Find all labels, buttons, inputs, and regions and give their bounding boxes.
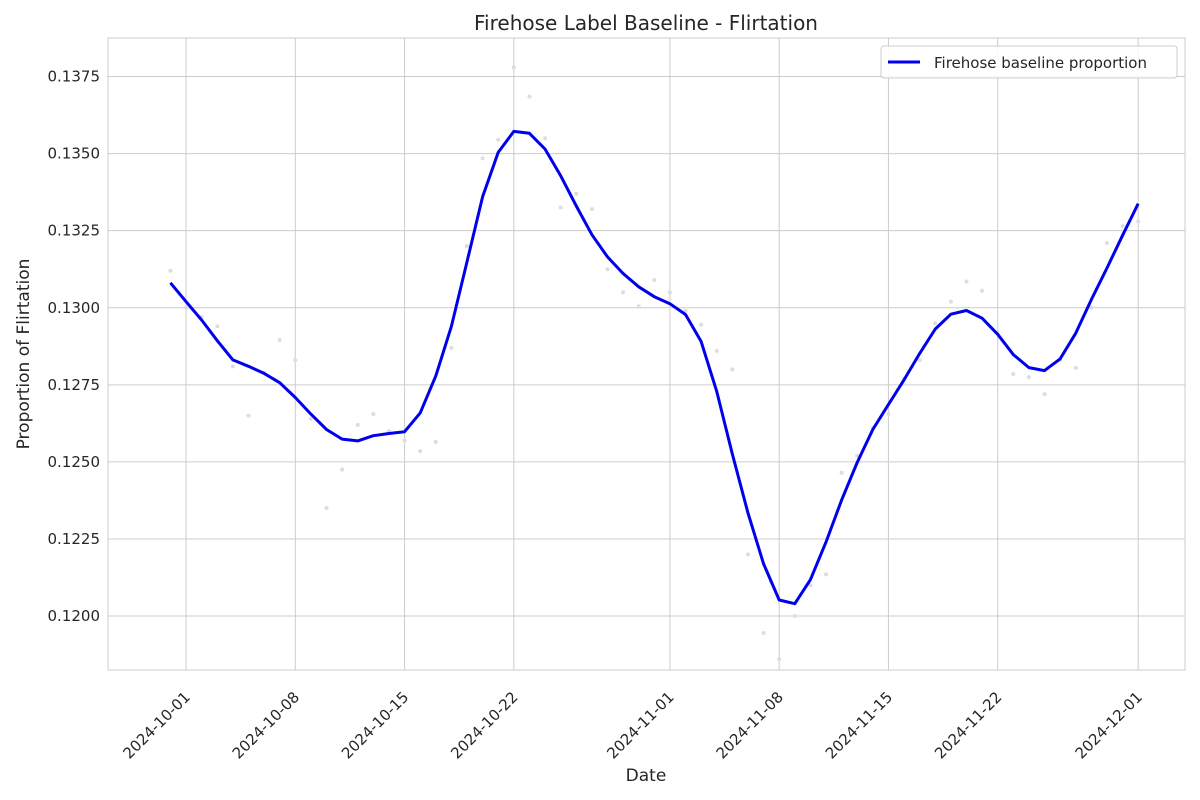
y-tick-label: 0.1350 xyxy=(48,145,101,163)
scatter-point xyxy=(839,470,844,475)
plot-frame xyxy=(107,37,1186,671)
legend: Firehose baseline proportion xyxy=(880,45,1178,79)
scatter-point xyxy=(1026,375,1031,380)
scatter-point xyxy=(418,449,423,454)
series-line-baseline xyxy=(169,129,1140,606)
scatter-point xyxy=(293,358,298,363)
scatter-point xyxy=(636,304,641,309)
scatter-point xyxy=(808,583,813,588)
scatter-point xyxy=(699,322,704,327)
scatter-point xyxy=(168,268,173,273)
y-tick-label: 0.1375 xyxy=(48,68,101,86)
scatter-point xyxy=(433,439,438,444)
scatter-point xyxy=(589,207,594,212)
legend-box xyxy=(880,45,1178,79)
legend-label-baseline: Firehose baseline proportion xyxy=(934,54,1147,72)
scatter-point xyxy=(761,631,766,636)
scatter-point xyxy=(465,244,469,249)
scatter-point xyxy=(667,290,672,295)
scatter-point xyxy=(496,137,501,142)
scatter-point xyxy=(558,205,563,210)
y-tick-labels: 0.1200 0.1225 0.1250 0.1275 0.1300 0.1325 0.13… xyxy=(48,68,101,626)
scatter-point xyxy=(449,345,454,350)
y-tick-label: 0.1200 xyxy=(48,607,101,625)
scatter-point xyxy=(511,65,516,70)
scatter-point xyxy=(246,413,251,418)
scatter-point xyxy=(1120,224,1125,229)
scatter-point xyxy=(683,308,688,313)
scatter-point xyxy=(1089,305,1094,310)
scatter-point xyxy=(1042,392,1047,397)
scatter-point xyxy=(621,290,626,295)
scatter-point xyxy=(1011,372,1016,377)
scatter-point xyxy=(543,136,548,141)
x-axis-label: Date xyxy=(626,766,667,786)
scatter-point xyxy=(933,321,938,326)
scatter-point xyxy=(792,614,797,619)
scatter-point xyxy=(184,305,189,310)
scatter-point xyxy=(855,453,860,458)
scatter-point xyxy=(730,367,735,372)
scatter-point xyxy=(948,299,953,304)
scatter-point xyxy=(964,279,969,284)
y-tick-label: 0.1325 xyxy=(48,222,101,240)
y-tick-label: 0.1225 xyxy=(48,530,101,548)
scatter-point xyxy=(1104,241,1109,246)
scatter-point xyxy=(355,422,360,427)
scatter-point xyxy=(1073,365,1078,370)
y-tick-label: 0.1300 xyxy=(48,299,101,317)
scatter-point xyxy=(745,552,750,557)
scatter-point xyxy=(308,416,313,421)
scatter-point xyxy=(714,348,719,353)
scatter-point xyxy=(652,278,657,283)
y-tick-label: 0.1250 xyxy=(48,453,101,471)
scatter-point xyxy=(1136,219,1141,224)
scatter-point xyxy=(917,358,922,363)
y-axis-label: Proportion of Flirtation xyxy=(14,259,34,450)
scatter-point xyxy=(886,412,891,417)
scatter-point xyxy=(277,338,282,343)
scatter-point xyxy=(605,267,610,272)
scatter-point xyxy=(340,467,345,472)
y-tick-label: 0.1275 xyxy=(48,376,101,394)
scatter-point xyxy=(215,324,220,329)
grid-lines xyxy=(108,38,1185,670)
scatter-point xyxy=(527,94,532,99)
scatter-point xyxy=(480,156,485,161)
scatter-point xyxy=(230,364,235,369)
scatter-point xyxy=(324,506,329,511)
scatter-point xyxy=(574,191,579,196)
scatter-point xyxy=(402,438,407,443)
scatter-point xyxy=(777,657,782,662)
scatter-point xyxy=(371,412,376,417)
chart-title: Firehose Label Baseline - Flirtation xyxy=(474,11,818,35)
scatter-point xyxy=(980,288,985,293)
scatter-point xyxy=(824,572,828,577)
